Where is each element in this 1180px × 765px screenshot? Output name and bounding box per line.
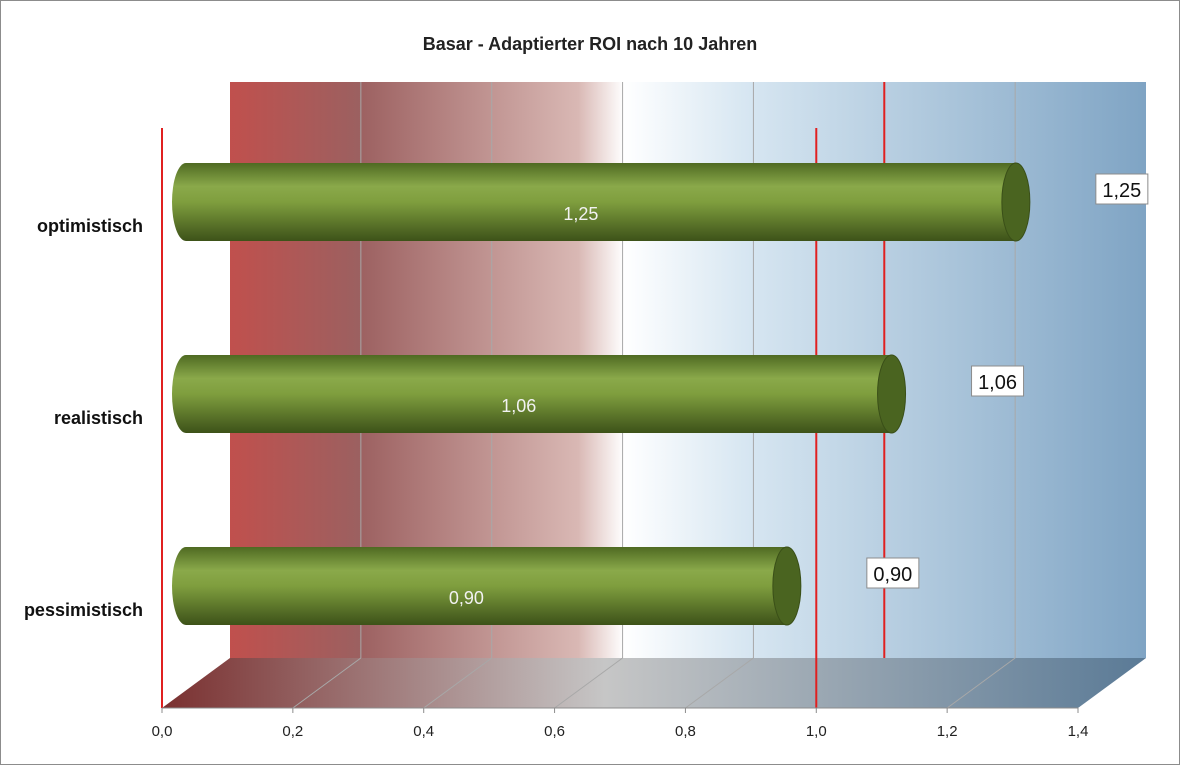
bar-end-cap [772, 546, 802, 626]
x-tick-label: 0,6 [544, 723, 565, 740]
bar-value-label: 1,25 [1102, 180, 1141, 202]
floor-gridline [292, 657, 362, 709]
x-tick-label: 1,2 [937, 723, 958, 740]
bar-value-box [971, 365, 1025, 397]
bar-start-cap [172, 355, 200, 433]
x-tick-label: 0,8 [675, 723, 696, 740]
x-tick-label: 0,2 [282, 723, 303, 740]
bar-value-label: 0,90 [873, 564, 912, 586]
bar-inner-value-label: 1,06 [501, 396, 536, 416]
bar-start-cap [172, 547, 200, 625]
x-tick-label: 1,0 [806, 723, 827, 740]
bar-inner-value-label: 0,90 [449, 588, 484, 608]
bar-body [186, 163, 1016, 241]
floor [162, 658, 1146, 708]
bar-body [186, 547, 787, 625]
floor-gridline [423, 657, 493, 709]
bar-end-cap [1001, 162, 1031, 242]
category-label: pessimistisch [24, 600, 143, 620]
floor-gridline [685, 657, 754, 709]
bar-inner-value-label: 1,25 [563, 204, 598, 224]
bar-start-cap [172, 163, 200, 241]
bar-body [186, 355, 892, 433]
bar-value-label: 1,06 [978, 372, 1017, 394]
bar-value-box [1095, 173, 1149, 205]
x-tick-label: 0,0 [152, 723, 173, 740]
category-label: optimistisch [37, 216, 143, 236]
category-label: realistisch [54, 408, 143, 428]
x-tick-label: 0,4 [413, 723, 434, 740]
x-tick-label: 1,4 [1068, 723, 1089, 740]
chart-title: Basar - Adaptierter ROI nach 10 Jahren [422, 34, 758, 54]
bar-end-cap [877, 354, 907, 434]
floor-gridline [554, 657, 623, 709]
floor-gridline [946, 657, 1016, 709]
bar-value-box [866, 557, 920, 589]
